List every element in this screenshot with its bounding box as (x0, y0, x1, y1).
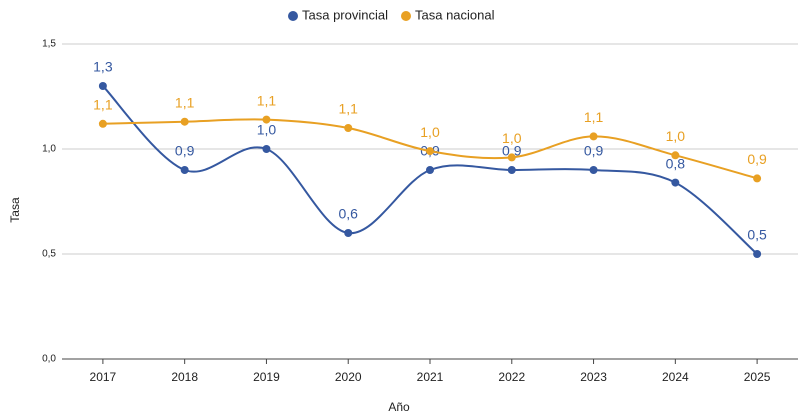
data-point (262, 145, 271, 153)
data-point (262, 115, 271, 124)
legend-label: Tasa nacional (415, 7, 495, 22)
data-label: 0,8 (666, 155, 686, 171)
legend-label: Tasa provincial (302, 7, 388, 22)
data-point (426, 147, 434, 156)
x-tick-label: 2017 (90, 370, 117, 384)
y-tick-label: 0,5 (42, 249, 56, 260)
x-tick-label: 2018 (171, 370, 198, 384)
data-label: 0,9 (175, 143, 195, 159)
data-label: 0,9 (584, 143, 604, 159)
data-label: 1,0 (502, 130, 522, 146)
x-tick-label: 2019 (253, 370, 280, 384)
data-point (344, 229, 353, 237)
data-point (180, 117, 189, 126)
data-point (180, 166, 189, 174)
y-tick-label: 1,5 (42, 39, 56, 50)
data-label: 0,6 (338, 206, 358, 222)
data-point (426, 166, 434, 174)
data-point (671, 178, 680, 187)
data-label: 1,1 (93, 97, 113, 113)
y-tick-label: 1,0 (42, 144, 56, 155)
x-tick-label: 2024 (662, 370, 689, 384)
series-line (102, 85, 758, 255)
data-point (671, 151, 680, 160)
data-label: 1,1 (175, 94, 195, 110)
data-label: 1,0 (257, 122, 277, 138)
data-point (507, 153, 516, 162)
y-axis-title: Tasa (8, 197, 22, 223)
x-tick-label: 2023 (580, 370, 607, 384)
data-point (589, 132, 598, 141)
legend-marker (401, 11, 411, 21)
x-tick-label: 2021 (417, 370, 444, 384)
data-label: 1,3 (93, 59, 113, 75)
data-label: 0,9 (502, 143, 522, 159)
data-point (344, 124, 353, 132)
data-label: 1,0 (420, 124, 440, 140)
data-point (589, 166, 598, 174)
data-point (507, 166, 516, 174)
legend-marker (288, 11, 298, 21)
data-point (753, 250, 762, 258)
data-label: 1,1 (584, 109, 604, 125)
data-point (98, 82, 107, 90)
data-point (753, 174, 762, 183)
data-label: 1,1 (338, 101, 358, 117)
x-axis-title: Año (388, 400, 410, 414)
data-label: 1,0 (666, 128, 686, 144)
data-label: 1,1 (257, 92, 277, 108)
data-label: 0,5 (747, 227, 767, 243)
x-tick-label: 2022 (498, 370, 525, 384)
data-label: 0,9 (747, 151, 767, 167)
y-tick-label: 0,0 (42, 354, 56, 365)
x-tick-label: 2025 (744, 370, 771, 384)
data-point (98, 119, 107, 128)
x-tick-label: 2020 (335, 370, 362, 384)
